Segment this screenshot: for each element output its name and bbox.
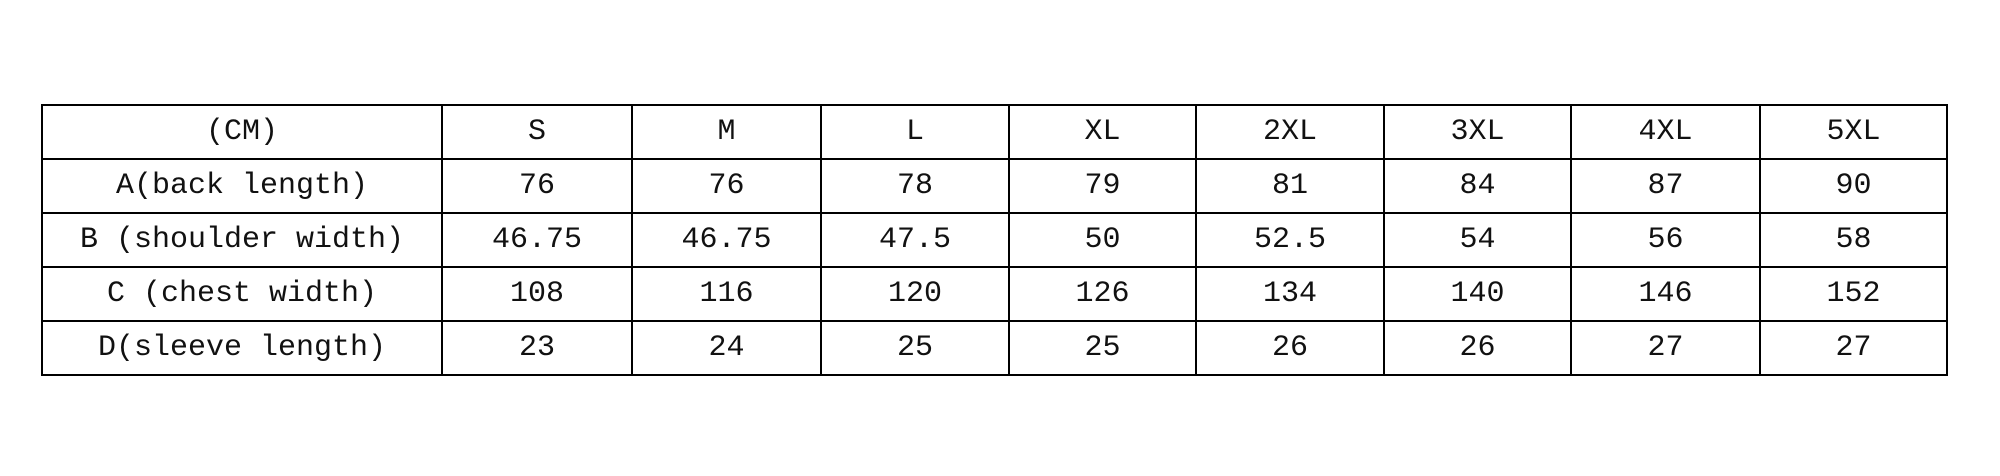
- row-label: C (chest width): [41, 266, 443, 322]
- cell: 76: [441, 158, 633, 214]
- cell: 90: [1759, 158, 1948, 214]
- cell: 27: [1759, 320, 1948, 376]
- row-label: (CM): [41, 104, 443, 160]
- cell: 46.75: [631, 212, 822, 268]
- size-table: (CM) S M L XL 2XL 3XL 4XL 5XL A(back length) 76 76 7…: [41, 104, 1948, 376]
- header-row: (CM) S M L XL 2XL 3XL 4XL 5XL: [41, 104, 1948, 160]
- cell: 120: [820, 266, 1010, 322]
- cell: 5XL: [1759, 104, 1948, 160]
- cell: 4XL: [1570, 104, 1761, 160]
- cell: 134: [1195, 266, 1385, 322]
- row-label: B (shoulder width): [41, 212, 443, 268]
- cell: 26: [1383, 320, 1572, 376]
- cell: 56: [1570, 212, 1761, 268]
- cell: 27: [1570, 320, 1761, 376]
- table-row: D(sleeve length) 23 24 25 25 26 26 27 27: [41, 320, 1948, 376]
- cell: 54: [1383, 212, 1572, 268]
- cell: 23: [441, 320, 633, 376]
- cell: 116: [631, 266, 822, 322]
- table-row: B (shoulder width) 46.75 46.75 47.5 50 52.5 54…: [41, 212, 1948, 268]
- cell: S: [441, 104, 633, 160]
- cell: 52.5: [1195, 212, 1385, 268]
- cell: 126: [1008, 266, 1197, 322]
- cell: 146: [1570, 266, 1761, 322]
- cell: 25: [1008, 320, 1197, 376]
- cell: 87: [1570, 158, 1761, 214]
- cell: 79: [1008, 158, 1197, 214]
- cell: 26: [1195, 320, 1385, 376]
- cell: M: [631, 104, 822, 160]
- cell: 58: [1759, 212, 1948, 268]
- cell: XL: [1008, 104, 1197, 160]
- cell: 84: [1383, 158, 1572, 214]
- table-row: A(back length) 76 76 78 79 81 84 87 90: [41, 158, 1948, 214]
- table-row: C (chest width) 108 116 120 126 134 140 146 152: [41, 266, 1948, 322]
- cell: 76: [631, 158, 822, 214]
- row-label: A(back length): [41, 158, 443, 214]
- cell: 46.75: [441, 212, 633, 268]
- cell: 2XL: [1195, 104, 1385, 160]
- cell: 24: [631, 320, 822, 376]
- cell: 140: [1383, 266, 1572, 322]
- cell: 81: [1195, 158, 1385, 214]
- cell: 108: [441, 266, 633, 322]
- row-label: D(sleeve length): [41, 320, 443, 376]
- cell: 3XL: [1383, 104, 1572, 160]
- cell: 25: [820, 320, 1010, 376]
- cell: 152: [1759, 266, 1948, 322]
- cell: L: [820, 104, 1010, 160]
- cell: 50: [1008, 212, 1197, 268]
- cell: 78: [820, 158, 1010, 214]
- cell: 47.5: [820, 212, 1010, 268]
- table-body: (CM) S M L XL 2XL 3XL 4XL 5XL A(back length) 76 76 7…: [41, 104, 1948, 376]
